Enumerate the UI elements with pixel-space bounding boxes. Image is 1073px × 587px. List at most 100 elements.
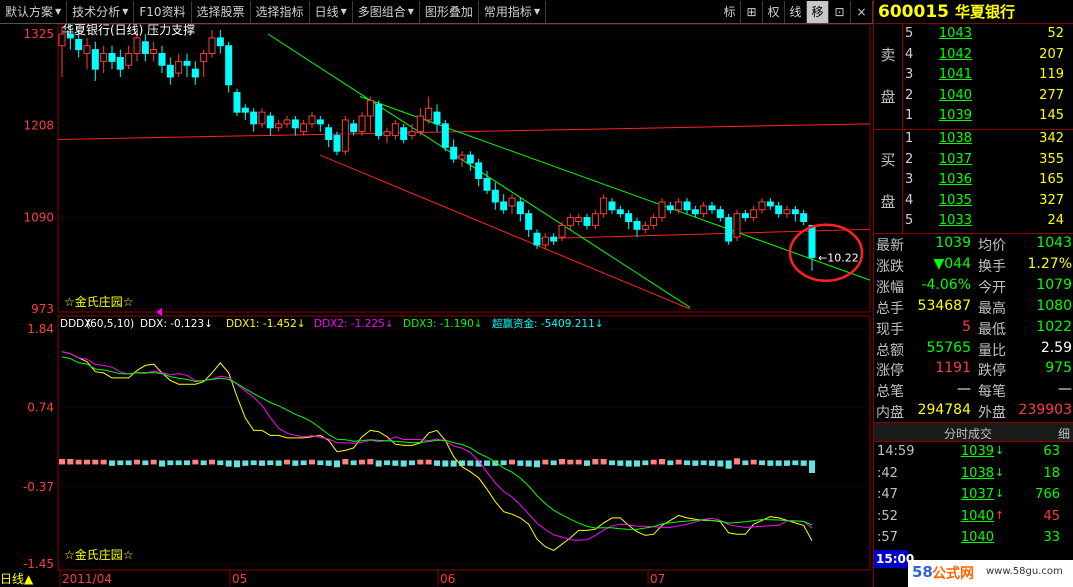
ddx-bar xyxy=(409,460,415,466)
toolbar-button-4[interactable]: 选择指标 xyxy=(251,0,310,23)
candle-body-down xyxy=(516,201,524,215)
ddx-bar xyxy=(117,460,124,466)
candle-body-down xyxy=(775,205,783,215)
candle-body-down xyxy=(633,221,641,230)
sell-level-0[interactable]: 5 1043 52 xyxy=(874,26,1073,47)
ddx-bar xyxy=(434,460,440,466)
level-volume: 165 xyxy=(1039,172,1064,188)
ddx-bar xyxy=(800,460,807,466)
stat-label: 跌停 xyxy=(978,363,1006,380)
ddx-bar xyxy=(525,460,532,467)
tick-detail-button[interactable]: 细 xyxy=(1057,427,1070,441)
candle-body-up xyxy=(650,217,658,226)
candle-body-down xyxy=(708,205,716,211)
candle-body-down xyxy=(683,201,691,211)
toolbar-button-8[interactable]: 常用指标 ▼ xyxy=(479,0,547,23)
toolbar-button-0[interactable]: 默认方案 ▼ xyxy=(0,0,68,23)
stat-label: 总笔 xyxy=(876,384,904,401)
stat-row: 现手 5 最低 1022 xyxy=(874,319,1073,340)
candle-body-up xyxy=(558,224,566,238)
buy-level-2[interactable]: 3 1036 165 xyxy=(874,172,1073,193)
level-price: 1043 xyxy=(938,26,972,41)
chart-area[interactable]: 1325 1208 1090 973 1.84 0.74 -0.37 -1.45 华夏银行(日线… xyxy=(0,24,873,587)
toolbar-button-3[interactable]: 选择股票 xyxy=(192,0,251,23)
dropdown-arrow-icon: ▼ xyxy=(340,6,347,16)
toolbar-button-5[interactable]: 日线 ▼ xyxy=(310,0,353,23)
toolbar-small-button-6[interactable]: × xyxy=(851,0,873,23)
tick-row: 14:59 1039 ↓ 63 xyxy=(874,444,1073,465)
ddx-bar xyxy=(767,460,774,466)
x-axis-label: 05 xyxy=(232,572,247,586)
candle-body-up xyxy=(541,236,549,246)
ddx-bar xyxy=(384,460,390,466)
sell-level-2[interactable]: 3 1041 119 xyxy=(874,67,1073,88)
stat-label: 每笔 xyxy=(978,384,1006,401)
ddx-bar xyxy=(700,460,707,466)
buy-level-0[interactable]: 1 1038 342 xyxy=(874,131,1073,152)
toolbar-button-label: 常用指标 xyxy=(483,4,532,19)
ddx-bar xyxy=(742,460,749,466)
level-price: 1042 xyxy=(938,46,972,62)
toolbar-small-button-3[interactable]: 线 xyxy=(785,0,807,23)
ddx-bar xyxy=(234,460,240,468)
level-index: 2 xyxy=(905,151,914,167)
ddx-bar xyxy=(642,460,649,466)
sell-level-1[interactable]: 4 1042 207 xyxy=(874,47,1073,68)
stat-label: 最低 xyxy=(978,321,1006,338)
toolbar-small-button-5[interactable]: ⊡ xyxy=(829,0,851,23)
stock-name: 华夏银行 xyxy=(954,3,1015,21)
toolbar-button-2[interactable]: F10资料 xyxy=(134,0,192,23)
toolbar-button-label: 图形叠加 xyxy=(424,4,473,19)
indicator-y-tick: -0.37 xyxy=(23,480,54,494)
sell-level-3[interactable]: 2 1040 277 xyxy=(874,88,1073,109)
candle-body-down xyxy=(491,189,499,203)
ddx-bar xyxy=(667,460,674,466)
tick-price: 1040 xyxy=(960,508,994,524)
toolbar-small-button-1[interactable]: ⊞ xyxy=(741,0,763,23)
ddx-bar xyxy=(784,460,790,466)
stat-label: 内盘 xyxy=(876,405,904,422)
candle-body-down xyxy=(233,92,241,113)
ddx-bar xyxy=(200,460,207,466)
ddx-bar xyxy=(809,460,815,473)
toolbar-button-1[interactable]: 技术分析 ▼ xyxy=(67,0,135,23)
ddx-bar xyxy=(84,459,90,465)
level-index: 5 xyxy=(905,26,914,41)
support-line-lower xyxy=(319,154,691,310)
toolbar-small-button-2[interactable]: 权 xyxy=(763,0,785,23)
stat-label: 换手 xyxy=(978,258,1006,275)
candle-body-down xyxy=(500,201,508,211)
site-watermark: 58 公式网 www.58gu.com xyxy=(908,560,1073,587)
buy-level-3[interactable]: 4 1035 327 xyxy=(874,193,1073,214)
tick-time: :47 xyxy=(877,487,898,502)
level-index: 4 xyxy=(905,192,914,208)
ddx-bar xyxy=(350,460,357,466)
toolbar-button-7[interactable]: 图形叠加 xyxy=(420,0,479,23)
sell-level-4[interactable]: 1 1039 145 xyxy=(874,108,1073,129)
stat-row: 总笔 — 每笔 — xyxy=(874,381,1073,402)
ddx-bar xyxy=(425,459,432,465)
tick-time: :42 xyxy=(877,465,898,481)
ddx2-line xyxy=(61,351,813,541)
toolbar-small-button-0[interactable]: 标 xyxy=(719,0,741,23)
toolbar-button-6[interactable]: 多图组合 ▼ xyxy=(353,0,420,23)
tick-price: 1038 xyxy=(960,465,994,481)
ddx-bar xyxy=(300,460,307,466)
ddx-bar xyxy=(292,460,299,466)
ddx-bar xyxy=(734,458,740,465)
candle-body-down xyxy=(583,217,591,226)
ddx-bar xyxy=(67,459,74,465)
period-mode-label[interactable]: 日线▲ xyxy=(0,570,33,587)
stat-value: 5 xyxy=(962,318,971,335)
kline-chart-svg[interactable]: 1325 1208 1090 973 1.84 0.74 -0.37 -1.45 华夏银行(日线… xyxy=(0,24,873,587)
candle-body-down xyxy=(350,123,358,133)
buy-level-4[interactable]: 5 1033 24 xyxy=(874,213,1073,234)
candle-body-up xyxy=(258,111,266,125)
level-volume: 52 xyxy=(1047,26,1064,41)
level-volume: 119 xyxy=(1039,67,1064,83)
toolbar-small-button-4[interactable]: 移 xyxy=(807,0,829,23)
tick-header: 分时成交 细 xyxy=(874,422,1073,442)
buy-level-1[interactable]: 2 1037 355 xyxy=(874,152,1073,173)
watermark-text: 公式网 xyxy=(932,566,974,582)
stat-value: -4.06% xyxy=(921,276,971,293)
